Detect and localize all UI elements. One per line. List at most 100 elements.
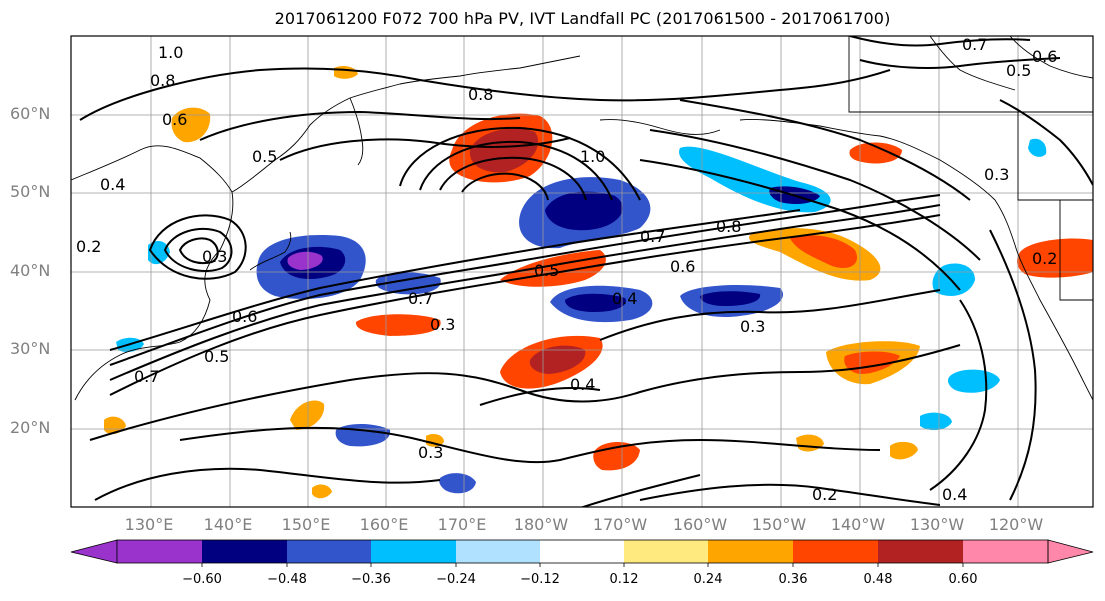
contour-label: 0.7 [408,289,433,308]
pos-anomaly-gulf-east [849,142,902,164]
colorbar-tick-label: −0.48 [267,572,307,587]
contour-label: 0.6 [162,110,187,129]
contour-label: 1.0 [580,147,605,166]
colorbar-swatch [793,540,878,563]
neg-anomaly-japan-peak [287,251,323,270]
coastlines [71,36,1093,401]
pos-anomaly-small-4 [796,434,824,452]
contour-label: 0.8 [468,85,493,104]
colorbar-swatch [456,540,540,563]
neg-anomaly-east-core [700,291,761,306]
contour-label: 0.2 [812,485,837,504]
contour-label: 0.2 [76,237,101,256]
colorbar-low-extension [70,539,118,564]
lon-label: 130°W [909,515,965,534]
neg-anomaly-small-7 [1028,138,1047,157]
lon-label: 130°E [124,515,174,534]
contour-label: 0.5 [204,347,229,366]
colorbar-swatch [708,540,793,563]
neg-anomaly-dateline-core [545,191,623,231]
pos-anomaly-bering-core [469,128,539,173]
pos-anomaly-subtropics-core [529,345,586,374]
colorbar-swatch [371,540,456,563]
pos-anomaly-kuroshio [355,314,441,336]
colorbar [70,539,1094,567]
pos-anomaly-ne-pacific-core [790,235,858,269]
contour-label: 0.4 [612,289,637,308]
contour-label: 0.4 [942,485,967,504]
contour-label: 0.4 [570,375,595,394]
neg-anomaly-small-6 [148,240,170,265]
colorbar-swatch [117,540,202,563]
contour-label: 0.8 [716,217,741,236]
contour-label: 0.3 [418,443,443,462]
neg-anomaly-kuril [375,272,441,295]
neg-anomaly-small-2 [439,473,476,494]
pos-anomaly-small-6 [104,416,126,435]
neg-anomaly-central-core [565,293,626,312]
colorbar-tick-label: 0.24 [693,572,723,587]
contour-label: 0.4 [100,175,125,194]
colorbar-frame [116,539,1049,564]
contour-label: 0.6 [670,257,695,276]
lon-label: 170°E [437,515,487,534]
lat-label: 40°N [10,261,51,280]
colorbar-swatch [878,540,963,563]
lon-label: 160°E [359,515,409,534]
lat-label: 30°N [10,339,51,358]
neg-anomaly-small-4 [947,369,1000,393]
lon-label: 180°W [513,515,569,534]
lon-label: 120°W [988,515,1044,534]
pos-anomaly-small-1 [171,107,211,143]
colorbar-swatch [963,540,1048,563]
contour-label: 0.3 [430,315,455,334]
colorbar-tick-label: −0.36 [351,572,391,587]
pos-anomaly-small-5 [890,441,918,460]
neg-anomaly-small-1 [335,424,391,447]
contour-label: 0.3 [202,247,227,266]
colorbar-swatch [540,540,624,563]
colorbar-swatch [287,540,371,563]
colorbar-tick-label: −0.60 [182,572,222,587]
contour-label-layer: 1.0 0.8 0.6 0.5 0.4 0.3 0.2 0.7 1.0 0.8 … [76,35,1057,504]
pos-anomaly-small-3 [593,441,640,471]
contour-label: 0.7 [962,35,987,54]
colorbar-tick-label: 0.60 [948,572,978,587]
lon-label: 170°W [592,515,648,534]
colorbar-tick-label: −0.12 [520,572,560,587]
lon-label: 140°W [830,515,886,534]
contour-label: 0.8 [150,71,175,90]
lat-label: 50°N [10,182,51,201]
contour-label: 0.5 [252,147,277,166]
lon-label: 140°E [203,515,253,534]
map-frame [70,35,1094,508]
colorbar-tick-label: −0.24 [436,572,476,587]
contour-label: 0.2 [1032,249,1057,268]
lon-label: 160°W [672,515,728,534]
colorbar-swatch [624,540,708,563]
colorbar-swatch [202,540,287,563]
contour-label: 0.3 [984,165,1009,184]
colorbar-high-extension [1047,539,1094,564]
contour-label: 0.6 [1032,47,1057,66]
lon-label: 150°W [751,515,807,534]
contour-label: 1.0 [158,43,183,62]
colorbar-tick-label: 0.36 [778,572,808,587]
lon-label: 150°E [281,515,331,534]
pos-anomaly-small-2 [290,400,325,430]
contour-label: 0.5 [1006,61,1031,80]
pos-anomaly-small-7 [334,66,358,79]
neg-anomaly-small-8 [920,412,952,431]
pv-contours [79,36,1093,507]
pos-anomaly-small-8 [312,484,332,499]
shading-layer [104,66,1093,499]
lat-label: 20°N [10,418,51,437]
contour-label: 0.7 [640,227,665,246]
lat-label: 60°N [10,104,51,123]
gridlines [71,36,1093,507]
contour-label: 0.5 [534,261,559,280]
contour-label: 0.6 [232,307,257,326]
colorbar-tick-label: 0.48 [863,572,893,587]
contour-label: 0.3 [740,317,765,336]
